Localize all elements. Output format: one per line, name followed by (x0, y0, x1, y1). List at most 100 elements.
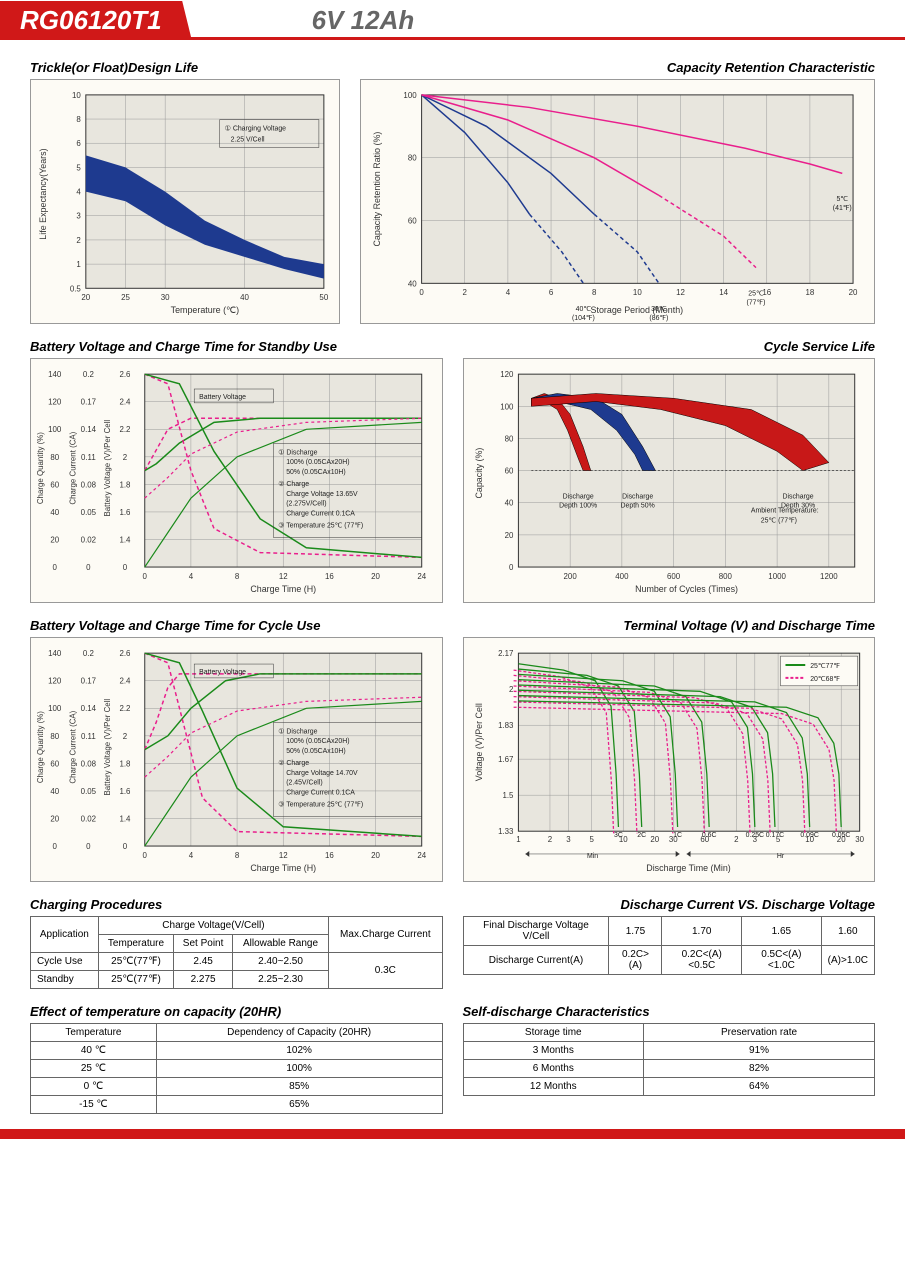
svg-text:2: 2 (76, 236, 80, 245)
title-tempcap: Effect of temperature on capacity (20HR) (30, 1004, 443, 1019)
footer-bar (0, 1129, 905, 1139)
svg-text:1.8: 1.8 (119, 480, 131, 489)
ylabel-ret: Capacity Retention Ratio (%) (372, 132, 382, 247)
svg-text:(41℉): (41℉) (833, 205, 852, 212)
svg-text:400: 400 (615, 572, 629, 581)
panel-standby: Battery Voltage and Charge Time for Stan… (30, 339, 443, 603)
svg-text:0: 0 (509, 563, 514, 572)
title-retention: Capacity Retention Characteristic (360, 60, 875, 75)
svg-text:0: 0 (143, 572, 148, 581)
table-tempcap: Temperature Dependency of Capacity (20HR… (30, 1023, 443, 1114)
svg-text:0.02: 0.02 (81, 535, 96, 544)
svg-text:20: 20 (50, 535, 59, 544)
table-row: -15 ℃65% (31, 1096, 443, 1114)
svg-text:Charge Current 0.1CA: Charge Current 0.1CA (286, 511, 355, 518)
svg-text:③ Temperature 25℃ (77℉): ③ Temperature 25℃ (77℉) (278, 800, 363, 808)
svg-text:60: 60 (408, 216, 417, 225)
panel-discharge-table: Discharge Current VS. Discharge Voltage … (463, 897, 876, 989)
title-dvv: Discharge Current VS. Discharge Voltage (463, 897, 876, 912)
title-terminal: Terminal Voltage (V) and Discharge Time (463, 618, 876, 633)
svg-text:Depth 100%: Depth 100% (559, 502, 597, 509)
svg-text:20℃68℉: 20℃68℉ (810, 676, 840, 683)
panel-cyclecharge: Battery Voltage and Charge Time for Cycl… (30, 618, 443, 882)
svg-text:20: 20 (504, 531, 513, 540)
svg-text:14: 14 (719, 288, 728, 297)
ylabel-cl: Capacity (%) (473, 448, 483, 499)
svg-text:2C: 2C (637, 832, 646, 839)
svg-text:(104℉): (104℉) (572, 315, 595, 322)
chart-terminal: 3C2C1C0.6C0.25C0.17C0.09C0.05C 25℃77℉ 20… (463, 637, 876, 882)
svg-text:1200: 1200 (820, 572, 838, 581)
table-selfdis: Storage time Preservation rate 3 Months9… (463, 1023, 876, 1096)
xlabel-tv: Discharge Time (Min) (646, 863, 731, 873)
svg-text:4: 4 (76, 188, 81, 197)
svg-text:1: 1 (516, 835, 521, 844)
svg-text:(86℉): (86℉) (649, 315, 668, 322)
svg-text:3: 3 (76, 212, 81, 221)
svg-text:30: 30 (855, 835, 864, 844)
svg-text:80: 80 (50, 453, 59, 462)
svg-text:0.05: 0.05 (81, 508, 97, 517)
svg-text:4: 4 (189, 572, 194, 581)
content: Trickle(or Float)Design Life ① Charging … (0, 60, 905, 1114)
table-row: 0 ℃85% (31, 1078, 443, 1096)
svg-text:6: 6 (549, 288, 554, 297)
svg-text:5: 5 (589, 835, 594, 844)
svg-text:1.83: 1.83 (498, 721, 514, 730)
table-row: 12 Months64% (463, 1078, 875, 1096)
svg-text:2.2: 2.2 (119, 704, 130, 713)
svg-text:0: 0 (86, 842, 91, 851)
svg-text:100: 100 (500, 402, 514, 411)
svg-text:0.14: 0.14 (81, 704, 97, 713)
svg-text:600: 600 (667, 572, 681, 581)
svg-text:1000: 1000 (768, 572, 786, 581)
svg-text:100% (0.05CAx20H): 100% (0.05CAx20H) (286, 459, 349, 466)
row-1: Trickle(or Float)Design Life ① Charging … (30, 60, 875, 324)
table-row: Application Charge Voltage(V/Cell) Max.C… (31, 917, 443, 935)
table-row: 40 ℃102% (31, 1042, 443, 1060)
svg-text:24: 24 (417, 572, 426, 581)
svg-text:2.2: 2.2 (119, 425, 130, 434)
svg-text:20: 20 (50, 814, 59, 823)
table-row: Discharge Current(A) 0.2C>(A) 0.2C<(A)<0… (463, 946, 875, 975)
svg-text:8: 8 (592, 288, 597, 297)
svg-text:80: 80 (50, 732, 59, 741)
panel-cyclelife: Cycle Service Life DischargeDepth 100%Di… (463, 339, 876, 603)
model-badge: RG06120T1 (0, 1, 192, 40)
xlabel-cc: Charge Time (H) (250, 863, 316, 873)
svg-text:2: 2 (509, 685, 513, 694)
svg-text:3: 3 (752, 835, 757, 844)
svg-text:4: 4 (506, 288, 511, 297)
svg-text:50% (0.05CAx10H): 50% (0.05CAx10H) (286, 748, 346, 755)
svg-text:18: 18 (806, 288, 815, 297)
svg-text:2.25 V/Cell: 2.25 V/Cell (231, 136, 265, 143)
svg-text:0.2: 0.2 (83, 649, 94, 658)
svg-text:20: 20 (81, 293, 90, 302)
table-charging: Application Charge Voltage(V/Cell) Max.C… (30, 916, 443, 989)
svg-text:60: 60 (50, 480, 59, 489)
svg-text:40: 40 (504, 499, 513, 508)
svg-text:0.17: 0.17 (81, 398, 96, 407)
svg-text:Battery Voltage (V)/Per Cell: Battery Voltage (V)/Per Cell (103, 420, 112, 517)
svg-text:0.2: 0.2 (83, 370, 94, 379)
svg-text:50: 50 (319, 293, 328, 302)
svg-text:1: 1 (76, 260, 81, 269)
title-trickle: Trickle(or Float)Design Life (30, 60, 340, 75)
svg-text:2: 2 (734, 835, 738, 844)
svg-text:2: 2 (123, 453, 127, 462)
svg-text:0.5: 0.5 (70, 284, 82, 293)
svg-text:0.11: 0.11 (81, 732, 96, 741)
xlabel-trickle: Temperature (℃) (171, 305, 239, 315)
svg-text:20: 20 (371, 572, 380, 581)
svg-text:Discharge: Discharge (622, 493, 653, 500)
svg-text:120: 120 (500, 370, 514, 379)
svg-text:60: 60 (50, 759, 59, 768)
svg-text:② Charge: ② Charge (278, 759, 309, 767)
table-row: Cycle Use 25℃(77℉) 2.45 2.40~2.50 0.3C (31, 953, 443, 971)
row-5: Effect of temperature on capacity (20HR)… (30, 1004, 875, 1114)
svg-text:① Discharge: ① Discharge (278, 727, 317, 735)
svg-text:③ Temperature 25℃ (77℉): ③ Temperature 25℃ (77℉) (278, 521, 363, 529)
svg-text:5℃: 5℃ (836, 196, 848, 203)
table-row: Final Discharge Voltage V/Cell 1.75 1.70… (463, 917, 875, 946)
table-row: 6 Months82% (463, 1060, 875, 1078)
